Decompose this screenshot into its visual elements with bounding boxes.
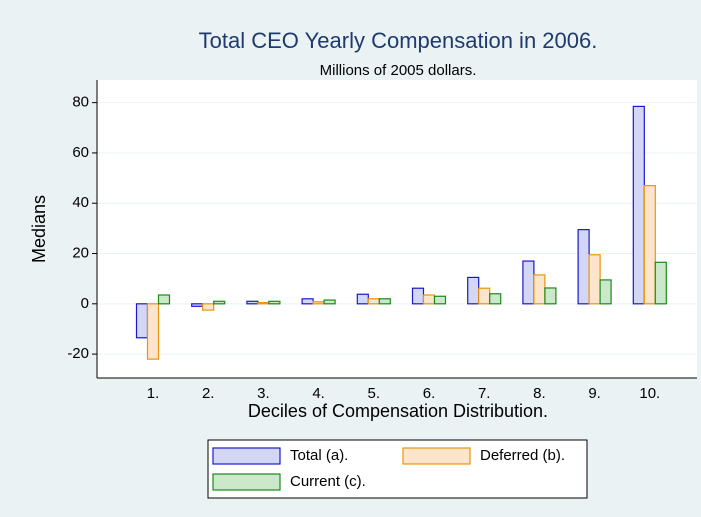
bar — [213, 300, 226, 305]
y-tick-label: 60 — [72, 144, 89, 161]
x-tick-label: 4. — [312, 385, 325, 402]
y-axis-title: Medians — [29, 195, 49, 263]
legend-label: Deferred (b). — [480, 447, 565, 464]
bar — [146, 303, 160, 360]
bar — [411, 287, 425, 305]
x-tick-label: 1. — [147, 385, 160, 402]
bar — [323, 299, 336, 305]
bar — [544, 287, 557, 305]
bar — [191, 303, 204, 307]
bar — [632, 105, 645, 305]
bar — [202, 303, 215, 311]
chart-subtitle: Millions of 2005 dollars. — [320, 62, 477, 79]
bar — [135, 303, 149, 339]
bar — [599, 279, 612, 305]
legend-swatch — [402, 447, 471, 465]
x-tick-label: 6. — [423, 385, 436, 402]
bar — [157, 294, 171, 305]
x-tick-label: 10. — [639, 385, 660, 402]
x-tick-label: 2. — [202, 385, 215, 402]
x-tick-label: 7. — [478, 385, 491, 402]
bar — [312, 301, 325, 305]
legend-label: Total (a). — [290, 447, 348, 464]
bar — [246, 300, 259, 305]
bar — [301, 298, 314, 305]
bar — [643, 185, 656, 305]
bar — [489, 293, 502, 305]
x-tick-label: 8. — [533, 385, 546, 402]
legend-swatch — [212, 447, 281, 465]
x-tick-label: 5. — [368, 385, 381, 402]
bar — [478, 287, 491, 305]
bar — [378, 298, 391, 305]
bar — [356, 293, 369, 305]
bar — [433, 295, 447, 305]
bar — [467, 276, 480, 305]
y-tick-label: 0 — [81, 295, 89, 312]
bar — [577, 229, 590, 305]
y-tick-label: 80 — [72, 94, 89, 111]
bar — [257, 301, 270, 305]
bar — [522, 260, 535, 305]
x-tick-label: 3. — [257, 385, 270, 402]
bar — [654, 261, 667, 305]
bar — [268, 300, 281, 305]
bar — [533, 274, 546, 305]
legend-label: Current (c). — [290, 473, 366, 490]
y-tick-label: -20 — [67, 345, 89, 362]
plot-area — [97, 80, 697, 378]
legend-swatch — [212, 473, 281, 491]
y-tick-label: 20 — [72, 244, 89, 261]
chart-title: Total CEO Yearly Compensation in 2006. — [199, 28, 598, 53]
x-axis-title: Deciles of Compensation Distribution. — [248, 401, 548, 421]
y-tick-label: 40 — [72, 194, 89, 211]
bar — [588, 254, 601, 305]
bar — [422, 294, 436, 305]
bar — [367, 298, 380, 305]
x-tick-label: 9. — [588, 385, 601, 402]
